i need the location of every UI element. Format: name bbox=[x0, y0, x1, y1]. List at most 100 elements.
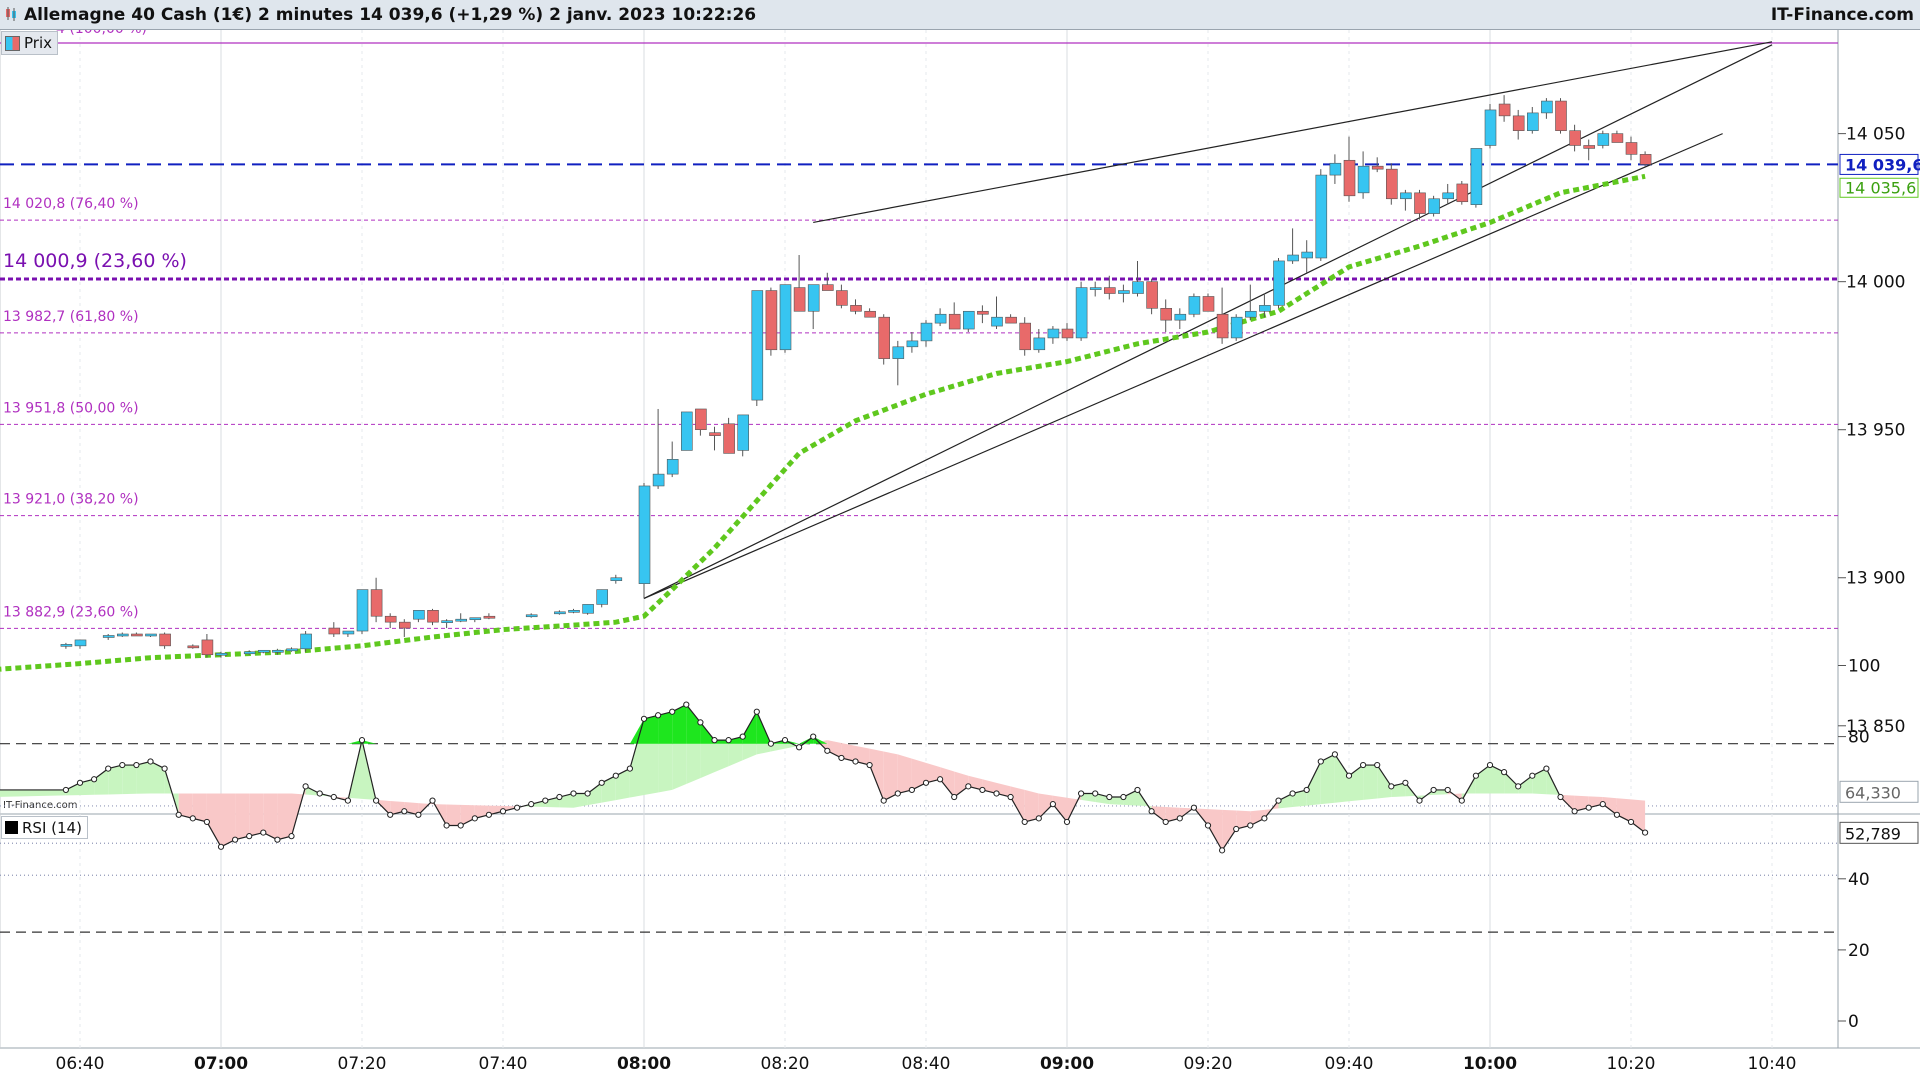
bearish-candle bbox=[1639, 154, 1652, 165]
bearish-candle bbox=[1160, 308, 1172, 321]
rsi-point bbox=[274, 836, 281, 843]
rsi-point bbox=[1642, 829, 1649, 836]
bullish-candle bbox=[1118, 290, 1130, 294]
rsi-point bbox=[499, 808, 507, 815]
rsi-point bbox=[880, 797, 887, 804]
chart-canvas[interactable]: 06:40 07:00 07:20 07:40 08:00 08:20 08:40 09:00… bbox=[0, 30, 1920, 1080]
bearish-candle bbox=[1498, 103, 1511, 117]
rsi-fill-area bbox=[968, 775, 983, 790]
bullish-candle bbox=[1132, 281, 1144, 294]
rsi-point bbox=[951, 793, 958, 801]
rsi-fill-area bbox=[1391, 782, 1406, 798]
last-price-label: 14 039,6 bbox=[1845, 155, 1920, 174]
rsi-point bbox=[1599, 801, 1606, 808]
bullish-candle bbox=[243, 651, 256, 655]
rsi-fill-area bbox=[460, 804, 475, 826]
rsi-point bbox=[1374, 761, 1381, 769]
rsi-point bbox=[1585, 804, 1592, 811]
bearish-candle bbox=[1386, 168, 1398, 200]
bullish-candle bbox=[906, 340, 919, 348]
rsi-swatch-icon bbox=[5, 821, 18, 834]
bullish-candle bbox=[60, 644, 73, 647]
rsi-point bbox=[796, 744, 803, 751]
moving-average-line bbox=[0, 173, 1646, 672]
rsi-point bbox=[514, 804, 521, 811]
rsi-axis-tick-label: 0 bbox=[1848, 1012, 1859, 1032]
rsi-point bbox=[429, 797, 436, 804]
rsi-fill-area bbox=[1532, 768, 1547, 795]
bearish-candle bbox=[1104, 287, 1116, 294]
bullish-candle bbox=[680, 411, 693, 451]
fib-level-label: 14 020,8 (76,40 %) bbox=[3, 196, 139, 212]
rsi-fill-area bbox=[65, 782, 80, 796]
rsi-fill-area bbox=[573, 793, 588, 808]
rsi-fill-area bbox=[474, 805, 489, 819]
rsi-point bbox=[683, 701, 690, 708]
bullish-candle bbox=[1541, 100, 1553, 114]
rsi-point bbox=[725, 737, 732, 744]
rsi-point bbox=[1458, 797, 1465, 804]
rsi-fill-area bbox=[841, 742, 856, 762]
rsi-point bbox=[401, 808, 408, 815]
bullish-candle bbox=[1287, 254, 1299, 262]
rsi-value-label: 52,789 bbox=[1845, 824, 1901, 843]
rsi-overbought-fill bbox=[644, 715, 659, 744]
rsi-point bbox=[767, 740, 775, 747]
rsi-point bbox=[1345, 772, 1353, 779]
bearish-candle bbox=[187, 645, 200, 649]
bearish-candle bbox=[1512, 115, 1525, 131]
rsi-fill-area bbox=[615, 768, 630, 801]
bullish-candle bbox=[638, 485, 651, 584]
rsi-fill-area bbox=[996, 782, 1011, 798]
rsi-point bbox=[260, 829, 267, 836]
bullish-candle bbox=[596, 589, 609, 605]
price-legend-label: Prix bbox=[24, 34, 52, 52]
rsi-point bbox=[175, 811, 182, 818]
bearish-candle bbox=[1414, 192, 1426, 214]
bullish-candle bbox=[1075, 287, 1088, 339]
rsi-fill-area bbox=[869, 748, 884, 801]
rsi-point bbox=[1303, 786, 1310, 794]
price-legend[interactable]: Prix bbox=[1, 31, 58, 55]
price-axis-tick-label: 14 050 bbox=[1846, 125, 1905, 145]
bullish-candle bbox=[74, 639, 87, 647]
bullish-candle bbox=[610, 577, 623, 582]
bullish-candle bbox=[1230, 316, 1243, 339]
rsi-axis-tick-label: 40 bbox=[1848, 870, 1870, 890]
bearish-candle bbox=[864, 310, 876, 318]
rsi-point bbox=[993, 790, 1000, 797]
bearish-candle bbox=[695, 408, 707, 431]
rsi-point bbox=[1571, 808, 1578, 815]
rsi-point bbox=[937, 776, 944, 783]
time-axis-tick-label: 09:00 bbox=[1040, 1054, 1094, 1074]
rsi-legend[interactable]: RSI (14) bbox=[1, 816, 88, 839]
rsi-fill-area bbox=[249, 793, 264, 837]
rsi-fill-area bbox=[1208, 809, 1223, 851]
rsi-point bbox=[1472, 772, 1480, 779]
rsi-point bbox=[965, 783, 972, 790]
rsi-fill-area bbox=[1306, 761, 1321, 806]
rsi-point bbox=[232, 836, 239, 843]
rsi-point bbox=[570, 790, 577, 797]
rsi-point bbox=[1190, 804, 1198, 811]
rsi-overbought-fill bbox=[362, 740, 377, 744]
rsi-point bbox=[1247, 822, 1254, 829]
rsi-point bbox=[1092, 790, 1099, 797]
candlestick-app-icon bbox=[6, 7, 16, 21]
rsi-fill-area bbox=[1278, 793, 1293, 809]
rsi-point bbox=[1515, 783, 1522, 790]
time-axis-tick-label: 09:40 bbox=[1325, 1054, 1374, 1074]
bearish-candle bbox=[948, 313, 961, 330]
rsi-fill-area bbox=[1490, 765, 1505, 794]
time-axis-tick-label: 08:20 bbox=[761, 1054, 810, 1074]
rsi-fill-area bbox=[1518, 775, 1533, 794]
bullish-candle bbox=[582, 604, 594, 614]
rsi-point bbox=[922, 779, 930, 786]
bullish-candle bbox=[455, 618, 468, 622]
rsi-fill-area bbox=[926, 762, 941, 783]
time-axis-tick-label: 10:40 bbox=[1748, 1054, 1797, 1074]
rsi-point bbox=[866, 761, 873, 769]
bearish-candle bbox=[1202, 296, 1215, 312]
rsi-point bbox=[387, 811, 394, 818]
rsi-fill-area bbox=[714, 740, 729, 773]
